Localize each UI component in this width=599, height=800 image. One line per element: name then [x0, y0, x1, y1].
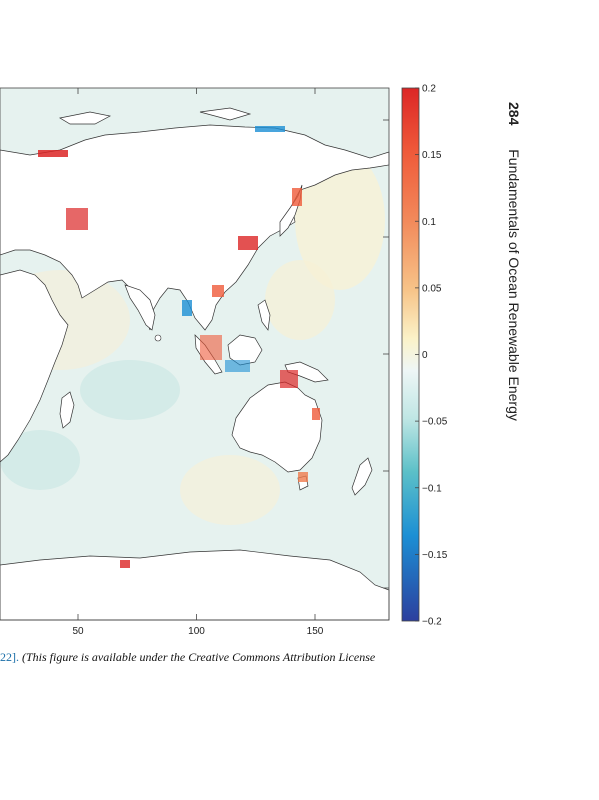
colorbar-tick-label: 0.05: [422, 283, 442, 294]
madagascar-land: [59, 391, 75, 429]
book-title: Fundamentals of Ocean Renewable Energy: [506, 149, 522, 421]
warm-patch: [180, 455, 280, 525]
hotspot-blue: [225, 360, 250, 372]
hotspot-red: [280, 370, 298, 388]
colorbar-tick-label: −0.1: [422, 483, 442, 494]
running-head: 284 Fundamentals of Ocean Renewable Ener…: [506, 102, 522, 421]
hotspot-red: [200, 335, 222, 360]
x-axis: 50 100 150: [72, 88, 324, 637]
hotspot-red: [238, 236, 258, 250]
colorbar-tick-label: −0.2: [422, 617, 442, 628]
arctic-island: [59, 111, 112, 125]
hotspot-red: [38, 150, 68, 157]
x-tick-label: 150: [307, 626, 324, 637]
hotspot-red: [312, 408, 320, 420]
hotspot-red: [66, 208, 88, 230]
borneo-land: [227, 334, 263, 366]
philippines-land: [257, 299, 271, 331]
caption-reference[interactable]: 22].: [0, 650, 19, 664]
africa-land: [0, 269, 69, 463]
hotspot-blue: [255, 126, 285, 132]
cool-patch: [0, 430, 80, 490]
antarctica-land: [0, 549, 390, 621]
colorbar-axis: 0.2 0.15 0.1 0.05 0 −0.05 −0.1 −0.15 −0.2: [415, 84, 448, 628]
colorbar-tick-label: −0.15: [422, 550, 448, 561]
page-number: 284: [506, 102, 522, 126]
new-zealand-land: [351, 457, 373, 496]
map-side-ticks: [383, 119, 389, 589]
sri-lanka-land: [154, 334, 162, 342]
warm-patch: [265, 260, 335, 340]
colorbar-tick-label: 0.2: [422, 84, 436, 95]
cool-patch: [80, 360, 180, 420]
warm-patch: [295, 150, 385, 290]
colorbar-tick-label: −0.05: [422, 417, 448, 428]
hotspot-red: [298, 472, 308, 482]
colorbar-tick-label: 0.15: [422, 150, 442, 161]
colorbar-tick-label: 0.1: [422, 217, 436, 228]
hotspot-red: [120, 560, 130, 568]
india-land: [124, 284, 156, 331]
x-tick-label: 50: [72, 626, 84, 637]
colorbar-tick-label: 0: [422, 350, 428, 361]
arctic-island: [199, 107, 252, 121]
hotspot-red: [212, 285, 224, 297]
figure-caption: 22]. (This figure is available under the…: [0, 650, 599, 665]
x-tick-label: 100: [188, 626, 205, 637]
caption-license-note: (This figure is available under the Crea…: [22, 650, 376, 664]
hotspot-red: [292, 188, 302, 206]
hotspot-blue: [182, 300, 192, 316]
